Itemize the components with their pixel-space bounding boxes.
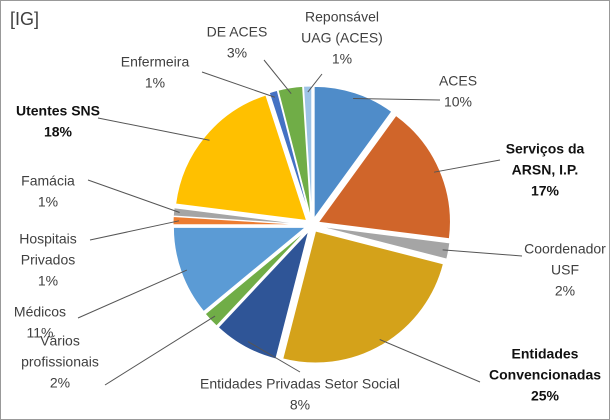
slice-label: Entidades bbox=[512, 346, 579, 362]
value-label: 18% bbox=[44, 124, 73, 140]
slice-label: Famácia bbox=[21, 173, 75, 189]
value-label: 25% bbox=[531, 388, 560, 404]
leader-line bbox=[379, 339, 481, 383]
pie-slice bbox=[268, 89, 311, 219]
pie-slice bbox=[172, 207, 306, 225]
value-label: 2% bbox=[50, 375, 70, 391]
slice-label: Enfermeira bbox=[121, 54, 190, 70]
value-label: 1% bbox=[38, 273, 58, 289]
slice-label: Reponsável bbox=[305, 9, 379, 25]
slice-label: Utentes SNS bbox=[16, 103, 100, 119]
value-label: 1% bbox=[145, 75, 165, 91]
leader-line bbox=[353, 98, 441, 101]
leader-line bbox=[104, 315, 216, 386]
slice-label: Coordenador bbox=[524, 241, 606, 257]
slice-label: ACES bbox=[439, 73, 477, 89]
leader-line bbox=[247, 341, 301, 373]
value-label: 17% bbox=[531, 183, 560, 199]
leader-line bbox=[442, 249, 523, 257]
pie-slice bbox=[217, 230, 310, 360]
slice-label: Entidades Privadas Setor Social bbox=[200, 376, 400, 392]
value-label: 2% bbox=[555, 283, 575, 299]
slice-label: Vários bbox=[40, 333, 80, 349]
slice-label: Médicos bbox=[14, 304, 66, 320]
value-label: 8% bbox=[290, 397, 310, 413]
slice-label: Serviços da bbox=[506, 141, 585, 157]
pie-slice bbox=[175, 94, 308, 222]
pie-slice bbox=[318, 225, 451, 260]
leader-line bbox=[77, 269, 188, 319]
value-label: 1% bbox=[332, 51, 352, 67]
chart-title: [IG] bbox=[10, 9, 39, 29]
leader-line bbox=[87, 179, 180, 213]
slice-label: UAG (ACES) bbox=[301, 30, 383, 46]
slice-label: USF bbox=[551, 262, 579, 278]
leader-line bbox=[307, 73, 323, 93]
slice-label: Privados bbox=[21, 252, 75, 268]
leader-line bbox=[97, 117, 210, 141]
pie-slice bbox=[204, 229, 308, 327]
slice-label: Convencionadas bbox=[489, 367, 601, 383]
pie-slice bbox=[317, 114, 451, 240]
value-label: 11% bbox=[27, 325, 54, 341]
leader-line bbox=[201, 71, 276, 98]
value-label: 3% bbox=[227, 45, 247, 61]
value-label: 10% bbox=[444, 94, 472, 110]
pie-slice bbox=[277, 85, 312, 219]
pie-slice bbox=[282, 230, 445, 364]
value-label: 1% bbox=[38, 194, 58, 210]
slice-label: ARSN, I.P. bbox=[512, 162, 579, 178]
pie-slice bbox=[302, 85, 313, 219]
pie-slice bbox=[313, 85, 393, 220]
slice-label: Hospitais bbox=[19, 231, 77, 247]
leader-line bbox=[263, 59, 292, 94]
leader-line bbox=[433, 159, 501, 173]
leader-line bbox=[89, 220, 180, 241]
slice-label: DE ACES bbox=[207, 24, 268, 40]
slice-label: profissionais bbox=[21, 354, 99, 370]
